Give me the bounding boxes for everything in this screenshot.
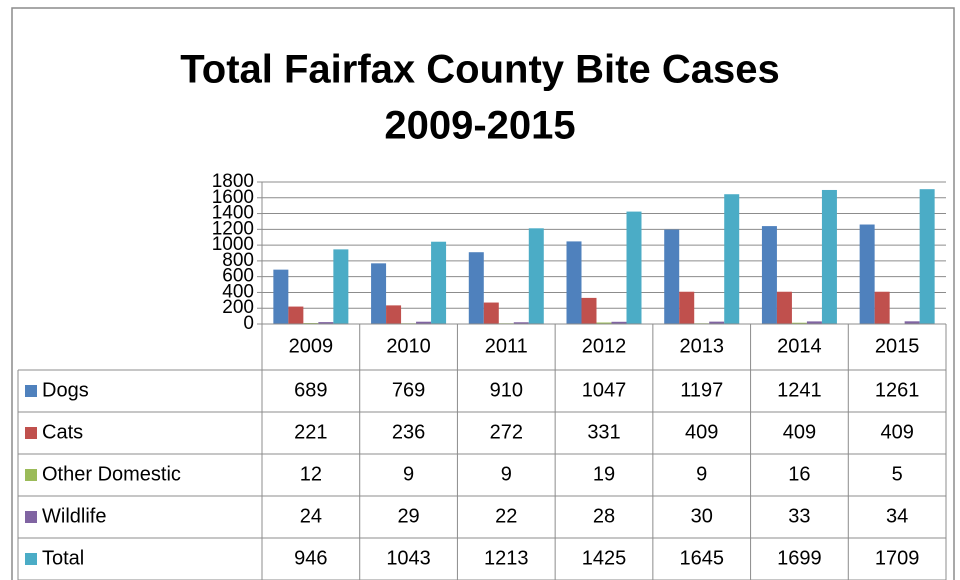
- y-tick-label: 200: [222, 297, 254, 318]
- legend-key: [25, 469, 37, 481]
- table-cell: 1645: [679, 547, 724, 569]
- chart-border: [11, 7, 955, 580]
- bar: [581, 297, 597, 324]
- table-cell: 910: [490, 379, 523, 401]
- bar: [468, 252, 484, 324]
- x-tick-label: 2011: [485, 335, 528, 357]
- table-cell: 33: [788, 505, 810, 527]
- x-tick-label: 2015: [875, 335, 920, 357]
- bar: [874, 291, 890, 324]
- table-cell: 5: [892, 463, 903, 485]
- table-cell: 28: [593, 505, 615, 527]
- bar: [288, 306, 304, 324]
- table-cell: 19: [593, 463, 615, 485]
- table-cell: 1213: [484, 547, 529, 569]
- table-cell: 1047: [582, 379, 627, 401]
- table-cell: 409: [685, 421, 718, 443]
- bar: [709, 321, 725, 324]
- legend-key: [25, 385, 37, 397]
- table-cell: 9: [501, 463, 512, 485]
- table-cell: 689: [294, 379, 327, 401]
- legend-label: Total: [42, 547, 84, 569]
- table-cell: 24: [300, 505, 322, 527]
- bar: [386, 305, 402, 324]
- table-cell: 34: [886, 505, 908, 527]
- bar: [761, 226, 777, 324]
- table-cell: 1709: [875, 547, 920, 569]
- chart-title: Total Fairfax County Bite Cases: [180, 48, 779, 92]
- bar: [821, 189, 837, 324]
- bar: [664, 229, 680, 324]
- table-cell: 946: [294, 547, 327, 569]
- bar: [611, 321, 627, 324]
- legend-key: [25, 553, 37, 565]
- table-cell: 1699: [777, 547, 822, 569]
- chart-subtitle: 2009-2015: [384, 104, 575, 148]
- bar: [904, 321, 920, 324]
- legend-label: Wildlife: [42, 505, 106, 527]
- table-cell: 331: [587, 421, 620, 443]
- legend-key: [25, 427, 37, 439]
- x-tick-label: 2013: [679, 335, 724, 357]
- x-tick-label: 2012: [582, 335, 627, 357]
- bar: [431, 241, 447, 324]
- bar: [724, 194, 740, 324]
- x-tick-label: 2009: [289, 335, 334, 357]
- table-cell: 12: [300, 463, 322, 485]
- table-cell: 1197: [680, 379, 723, 401]
- bar: [596, 322, 612, 324]
- bar: [806, 321, 822, 324]
- y-tick-label: 800: [222, 250, 254, 271]
- table-cell: 9: [403, 463, 414, 485]
- table-cell: 221: [294, 421, 327, 443]
- bar: [483, 302, 499, 324]
- legend-label: Cats: [42, 421, 83, 443]
- bar: [776, 291, 792, 324]
- table-cell: 22: [495, 505, 517, 527]
- table-cell: 1425: [582, 547, 627, 569]
- bar: [919, 189, 935, 324]
- bar: [416, 321, 432, 324]
- table-cell: 769: [392, 379, 425, 401]
- table-cell: 1261: [875, 379, 920, 401]
- table-cell: 1043: [386, 547, 431, 569]
- bar: [791, 322, 807, 324]
- bar: [318, 322, 334, 324]
- table-cell: 9: [696, 463, 707, 485]
- table-cell: 236: [392, 421, 425, 443]
- y-tick-label: 1200: [212, 218, 254, 239]
- y-tick-label: 0: [243, 313, 254, 334]
- bar: [679, 291, 695, 324]
- legend-key: [25, 511, 37, 523]
- bar: [273, 269, 289, 324]
- y-tick-label: 1400: [212, 203, 254, 224]
- table-cell: 16: [788, 463, 810, 485]
- bar: [626, 211, 642, 324]
- table-cell: 1241: [777, 379, 822, 401]
- x-tick-label: 2014: [777, 335, 822, 357]
- x-tick-label: 2010: [386, 335, 431, 357]
- table-cell: 29: [397, 505, 419, 527]
- legend-label: Other Domestic: [42, 463, 181, 485]
- bar: [333, 249, 349, 324]
- y-tick-label: 600: [222, 266, 254, 287]
- bar: [513, 322, 529, 324]
- y-tick-label: 1600: [212, 187, 254, 208]
- bar: [859, 224, 875, 324]
- bar: [566, 241, 582, 324]
- y-tick-label: 1000: [212, 234, 254, 255]
- table-cell: 30: [691, 505, 713, 527]
- table-cell: 409: [783, 421, 816, 443]
- bar: [371, 263, 387, 324]
- legend-label: Dogs: [42, 379, 89, 401]
- table-cell: 272: [490, 421, 523, 443]
- y-tick-label: 400: [222, 281, 254, 302]
- y-tick-label: 1800: [212, 171, 254, 192]
- bar: [528, 228, 544, 324]
- table-cell: 409: [880, 421, 913, 443]
